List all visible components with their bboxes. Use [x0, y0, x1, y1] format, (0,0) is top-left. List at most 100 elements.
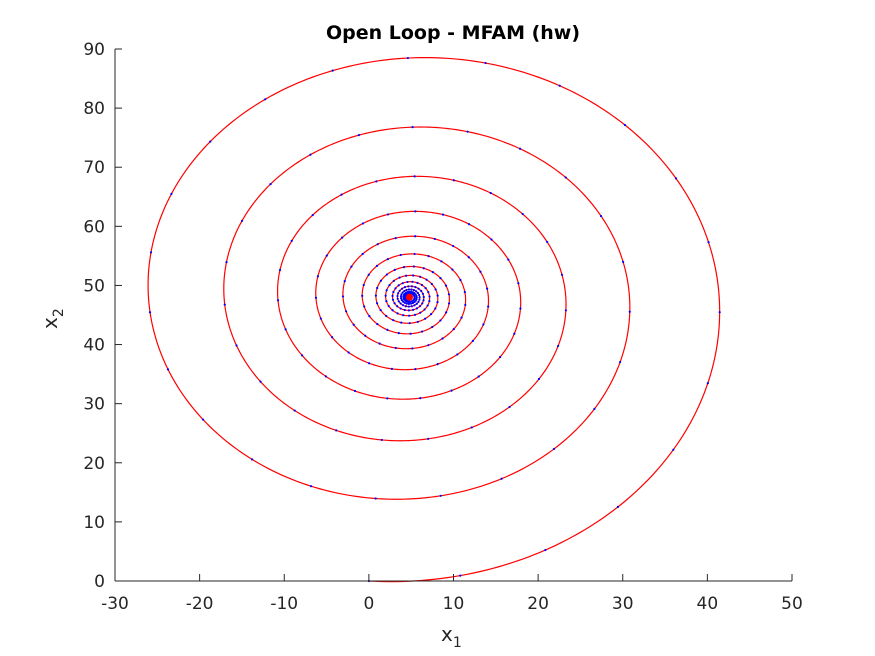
series-marker: [418, 298, 421, 301]
series-marker: [399, 307, 402, 310]
series-marker: [376, 302, 379, 305]
y-tick-label: 10: [83, 513, 105, 533]
series-marker: [341, 295, 345, 298]
x-tick-label: 50: [781, 594, 803, 614]
series-marker: [414, 290, 418, 293]
series-marker: [397, 292, 400, 295]
series-marker: [396, 312, 399, 315]
series-marker: [403, 286, 407, 289]
chart-title: Open Loop - MFAM (hw): [326, 22, 580, 44]
series-marker: [379, 279, 383, 282]
series-marker: [375, 264, 379, 268]
series-marker: [375, 180, 378, 183]
series-marker: [397, 332, 400, 335]
plot-area: [115, 49, 792, 581]
series-marker: [420, 289, 423, 293]
series-marker: [402, 266, 406, 269]
series-marker: [402, 314, 405, 317]
series-marker: [364, 334, 367, 337]
series-marker: [407, 285, 410, 288]
series-marker: [426, 304, 429, 307]
series-marker: [250, 458, 254, 461]
series-marker: [399, 253, 402, 257]
series-marker: [537, 377, 541, 381]
series-marker: [499, 355, 502, 359]
series-marker: [434, 288, 437, 291]
series-marker: [508, 405, 511, 409]
series-marker: [420, 283, 424, 287]
x-tick-label: -30: [101, 594, 129, 614]
series-marker: [408, 290, 411, 293]
series-marker: [444, 284, 448, 287]
series-marker: [319, 317, 322, 320]
series-marker: [415, 307, 418, 310]
series-marker: [396, 294, 399, 298]
series-marker: [396, 305, 399, 308]
series-marker: [489, 191, 492, 195]
y-tick-label: 80: [83, 99, 105, 119]
series-marker: [412, 289, 415, 292]
series-marker: [411, 308, 415, 311]
y-tick-label: 40: [83, 336, 105, 356]
series-marker: [406, 280, 409, 284]
series-marker: [394, 237, 397, 240]
series-marker: [408, 314, 411, 317]
series-marker: [335, 429, 338, 432]
series-marker: [425, 278, 428, 281]
series-marker: [331, 69, 334, 72]
series-marker: [418, 305, 422, 308]
series-marker: [400, 293, 403, 296]
series-marker: [436, 363, 439, 366]
series-marker: [309, 485, 313, 488]
series-marker: [403, 301, 406, 304]
series-marker: [560, 273, 564, 276]
series-marker: [459, 278, 462, 282]
series-marker: [300, 354, 304, 357]
series-marker: [422, 267, 425, 270]
y-tick-label: 90: [83, 40, 105, 60]
series-marker: [413, 304, 416, 307]
y-tick-label: 30: [83, 395, 105, 415]
series-marker: [423, 308, 426, 311]
series-marker: [409, 302, 413, 305]
y-axis-label: x2: [38, 308, 67, 329]
series-marker: [399, 302, 402, 305]
series-marker: [414, 368, 417, 371]
series-marker: [466, 130, 469, 133]
series-marker: [622, 260, 625, 263]
x-tick-label: 20: [527, 594, 549, 614]
series-marker: [452, 327, 455, 331]
series-marker: [552, 447, 556, 451]
series-marker: [368, 362, 371, 365]
series-marker: [441, 337, 444, 340]
series-marker: [259, 380, 262, 383]
series-marker: [405, 288, 408, 292]
y-tick-label: 60: [83, 217, 105, 237]
series-layer: [147, 56, 721, 583]
series-marker: [470, 426, 473, 429]
series-marker: [427, 437, 430, 440]
series-marker: [390, 367, 394, 370]
series-marker: [482, 323, 485, 326]
series-marker: [459, 574, 462, 577]
series-marker: [316, 275, 319, 278]
series-marker: [357, 134, 360, 137]
series-marker: [363, 305, 366, 308]
series-marker: [350, 265, 353, 268]
y-tick-label: 50: [83, 276, 105, 296]
series-marker: [393, 302, 396, 305]
series-marker: [518, 147, 522, 150]
y-tick-label: 0: [94, 572, 105, 592]
series-marker: [410, 288, 413, 291]
x-tick-label: -10: [270, 594, 298, 614]
series-marker: [707, 241, 710, 244]
series-marker: [418, 296, 421, 299]
series-marker: [309, 153, 312, 156]
series-marker: [385, 273, 389, 276]
series-marker: [410, 305, 413, 308]
series-marker: [393, 268, 396, 271]
series-marker: [434, 307, 437, 310]
series-marker: [628, 310, 631, 313]
series-marker: [400, 298, 403, 302]
series-marker: [439, 494, 442, 497]
